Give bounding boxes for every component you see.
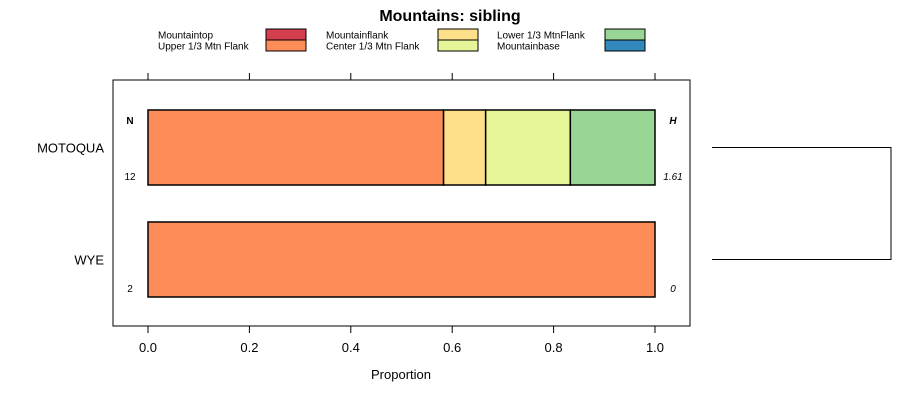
legend-swatch: [604, 28, 646, 41]
x-tick-label: 0.6: [443, 340, 461, 355]
plot-frame: [112, 79, 691, 327]
bar-segment: [569, 109, 656, 186]
h-value: 0: [670, 284, 676, 295]
category-label: MOTOQUA: [37, 141, 104, 156]
n-h-annotations: N H 12 1.61 2 0: [124, 116, 682, 295]
legend-swatch: [437, 39, 479, 52]
legend-swatch: [265, 39, 307, 52]
x-tick-label: 0.8: [545, 340, 563, 355]
category-labels: MOTOQUA WYE: [37, 141, 104, 268]
bar-segment: [147, 109, 445, 186]
legend-swatch: [437, 28, 479, 41]
n-header: N: [126, 116, 133, 127]
legend-label: Mountaintop: [158, 31, 213, 42]
n-value: 2: [127, 284, 133, 295]
bar-segment: [484, 109, 572, 186]
dendrogram: [712, 147, 892, 260]
category-label: WYE: [74, 253, 104, 268]
n-value: 12: [124, 172, 136, 183]
h-value: 1.61: [663, 172, 682, 183]
x-tick-label: 0.0: [139, 340, 157, 355]
dendrogram-branch: [712, 147, 892, 260]
legend-label: Center 1/3 Mtn Flank: [326, 42, 420, 53]
bar-segment: [442, 109, 487, 186]
bar-segment: [147, 221, 656, 298]
x-tick-label: 1.0: [646, 340, 664, 355]
h-header: H: [669, 116, 677, 127]
x-tick-label: 0.4: [342, 340, 360, 355]
legend-label: Lower 1/3 MtnFlank: [497, 31, 586, 42]
chart-title: Mountains: sibling: [379, 8, 520, 25]
x-axis: 0.0 0.2 0.4 0.6 0.8 1.0: [139, 73, 664, 355]
bars: [147, 109, 656, 298]
x-tick-label: 0.2: [240, 340, 258, 355]
legend-label: Upper 1/3 Mtn Flank: [158, 42, 250, 53]
legend-label: Mountainbase: [497, 42, 560, 53]
x-axis-title: Proportion: [371, 367, 431, 382]
legend-swatch: [604, 39, 646, 52]
legend-label: Mountainflank: [326, 31, 389, 42]
legend-swatch: [265, 28, 307, 41]
